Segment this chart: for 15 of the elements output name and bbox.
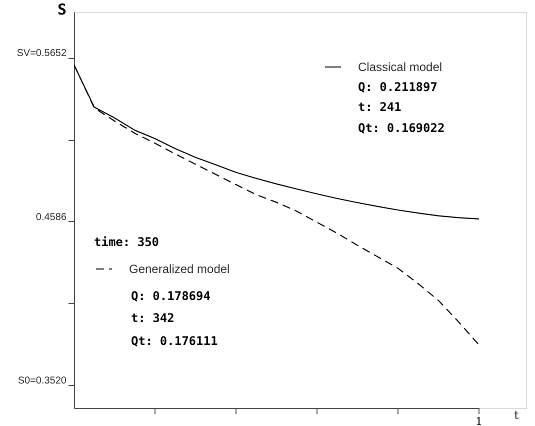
y-axis-title: S bbox=[57, 0, 66, 18]
y-tick-label: S0=0.3520 bbox=[18, 375, 67, 386]
annotation: Qt: 0.176111 bbox=[131, 334, 218, 348]
annotation: t: 241 bbox=[358, 100, 402, 114]
annotation: time: 350 bbox=[94, 235, 160, 249]
legend-label: Classical model bbox=[358, 60, 442, 74]
text: 1 bbox=[476, 415, 482, 426]
annotation: Q: 0.178694 bbox=[131, 289, 210, 303]
legend-label: Generalized model bbox=[129, 262, 230, 276]
annotation: Q: 0.211897 bbox=[358, 80, 438, 94]
annotation: t: 342 bbox=[131, 311, 174, 325]
annotation: Qt: 0.169022 bbox=[358, 121, 445, 135]
y-tick-label: 0.4586 bbox=[36, 212, 67, 223]
x-axis-title: t bbox=[514, 408, 519, 422]
y-tick-label: SV=0.5652 bbox=[16, 48, 67, 60]
